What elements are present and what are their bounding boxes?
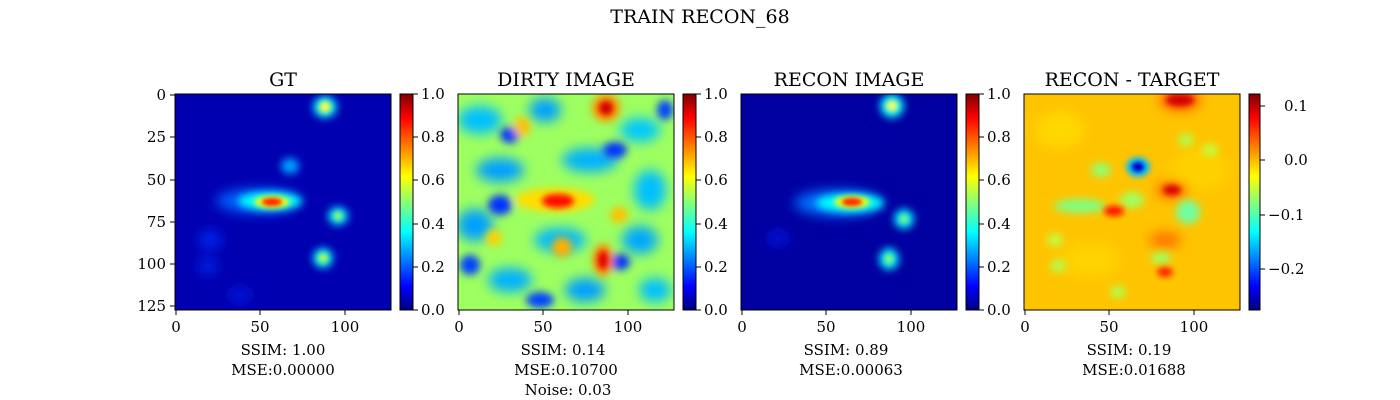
y-tick-label: 100 (137, 255, 166, 273)
caption-mse: MSE:0.00000 (231, 361, 335, 379)
colorbar-tick-label: −0.2 (1268, 260, 1304, 278)
colorbar: 0.0 0.2 0.4 0.6 0.8 1.0 (399, 85, 445, 319)
heatmap-image (741, 94, 957, 310)
x-tick-label: 100 (614, 318, 643, 336)
colorbar-tick-label: 0.4 (704, 215, 728, 233)
colorbar-tick-label: 0.6 (421, 171, 445, 189)
colorbar-tick-label: 0.4 (421, 215, 445, 233)
x-tick-label: 0 (737, 318, 747, 336)
y-tick-label: 50 (147, 171, 166, 189)
panel-title: DIRTY IMAGE (497, 69, 635, 91)
colorbar-tick-label: −0.1 (1268, 206, 1304, 224)
metrics-caption: SSIM: 0.19 MSE:0.01688 (1082, 341, 1186, 379)
x-tick-label: 50 (816, 318, 835, 336)
caption-ssim: SSIM: 0.89 (804, 341, 889, 359)
x-tick-label: 100 (1180, 318, 1209, 336)
caption-mse: MSE:0.01688 (1082, 361, 1186, 379)
colorbar-tick-label: 0.1 (1284, 97, 1308, 115)
y-axis-ticks: 0 25 50 75 100 125 (137, 86, 175, 315)
y-tick-label: 125 (137, 297, 166, 315)
heatmap-image (1024, 94, 1240, 310)
caption-ssim: SSIM: 0.14 (521, 341, 606, 359)
colorbar-tick-label: 0.6 (987, 171, 1011, 189)
colorbar-tick-label: 0.8 (421, 128, 445, 146)
panel-gt: GT (137, 69, 445, 379)
colorbar: 0.0 0.2 0.4 0.6 0.8 1.0 (965, 85, 1011, 319)
colorbar-tick-label: 1.0 (987, 85, 1011, 103)
colorbar: 0.0 0.2 0.4 0.6 0.8 1.0 (682, 85, 728, 319)
caption-mse: MSE:0.00063 (799, 361, 903, 379)
x-axis-ticks: 0 50 100 (1020, 310, 1208, 336)
x-tick-label: 100 (331, 318, 360, 336)
caption-noise: Noise: 0.03 (525, 381, 612, 399)
x-tick-label: 50 (1099, 318, 1118, 336)
metrics-caption: SSIM: 0.89 MSE:0.00063 (799, 341, 903, 379)
y-tick-label: 0 (156, 86, 166, 104)
colorbar-tick-label: 0.0 (1284, 151, 1308, 169)
y-tick-label: 25 (147, 128, 166, 146)
heatmap-image (175, 94, 391, 310)
x-tick-label: 0 (171, 318, 181, 336)
x-axis-ticks: 0 50 100 (737, 310, 925, 336)
colorbar-tick-label: 0.2 (421, 258, 445, 276)
panel-dirty-image: DIRTY IMAGE (454, 69, 728, 399)
panel-recon-minus-target: RECON - TARGET (1020, 69, 1308, 379)
panel-title: RECON IMAGE (774, 69, 925, 91)
x-tick-label: 50 (250, 318, 269, 336)
x-tick-label: 0 (454, 318, 464, 336)
colorbar-tick-label: 0.8 (987, 128, 1011, 146)
colorbar-tick-label: 0.6 (704, 171, 728, 189)
colorbar-tick-label: 0.2 (987, 258, 1011, 276)
panel-recon-image: RECON IMAGE (737, 69, 1011, 379)
colorbar-tick-label: 1.0 (421, 85, 445, 103)
caption-mse: MSE:0.10700 (514, 361, 618, 379)
y-tick-label: 75 (147, 213, 166, 231)
heatmap-image (458, 94, 674, 310)
colorbar-tick-label: 0.2 (704, 258, 728, 276)
metrics-caption: SSIM: 1.00 MSE:0.00000 (231, 341, 335, 379)
colorbar-tick-label: 0.0 (421, 301, 445, 319)
panel-title: RECON - TARGET (1045, 69, 1220, 91)
colorbar-tick-label: 0.0 (987, 301, 1011, 319)
colorbar: 0.1 0.0 −0.1 −0.2 (1248, 93, 1308, 311)
x-axis-ticks: 0 50 100 (454, 310, 642, 336)
x-tick-label: 0 (1020, 318, 1030, 336)
x-tick-label: 50 (533, 318, 552, 336)
panel-title: GT (269, 69, 297, 91)
caption-ssim: SSIM: 0.19 (1087, 341, 1172, 359)
figure-title: TRAIN RECON_68 (610, 6, 789, 28)
x-axis-ticks: 0 50 100 (171, 310, 359, 336)
x-tick-label: 100 (897, 318, 926, 336)
colorbar-tick-label: 0.0 (704, 301, 728, 319)
metrics-caption: SSIM: 0.14 MSE:0.10700 Noise: 0.03 (514, 341, 618, 399)
colorbar-tick-label: 0.8 (704, 128, 728, 146)
colorbar-tick-label: 0.4 (987, 215, 1011, 233)
colorbar-tick-label: 1.0 (704, 85, 728, 103)
caption-ssim: SSIM: 1.00 (241, 341, 326, 359)
